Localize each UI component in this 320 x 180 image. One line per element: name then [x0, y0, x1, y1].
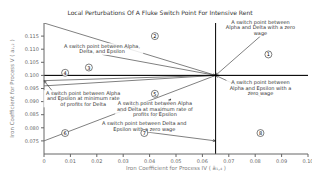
- svg-text:0.105: 0.105: [25, 59, 39, 65]
- svg-text:A switch point between Alpha,: A switch point between Alpha,: [64, 42, 140, 49]
- svg-text:A switch point between: A switch point between: [231, 18, 290, 25]
- svg-text:2: 2: [153, 33, 156, 39]
- svg-text:0.095: 0.095: [25, 85, 39, 91]
- svg-text:wage: wage: [254, 30, 267, 37]
- svg-text:6: 6: [64, 130, 67, 136]
- svg-text:and Delta at maximum rate of: and Delta at maximum rate of: [116, 105, 193, 112]
- svg-text:profits for Epsilon: profits for Epsilon: [133, 111, 177, 118]
- html-text:Local Perturbations Of A Fluke: Local Perturbations Of A Fluke Switch Po…: [67, 9, 253, 16]
- svg-text:Delta, and Epsilon: Delta, and Epsilon: [79, 48, 124, 55]
- svg-text:0.02: 0.02: [91, 158, 102, 164]
- svg-text:0.01: 0.01: [65, 158, 76, 164]
- svg-text:A switch point between Alpha: A switch point between Alpha: [117, 100, 193, 107]
- svg-text:7: 7: [143, 130, 146, 136]
- svg-text:Alpha and Epsilon with a: Alpha and Epsilon with a: [229, 84, 292, 91]
- svg-text:3: 3: [87, 65, 90, 71]
- svg-text:of profits for Delta: of profits for Delta: [60, 101, 106, 108]
- svg-text:Epsilon with a zero wage: Epsilon with a zero wage: [113, 125, 176, 132]
- svg-text:0.085: 0.085: [25, 111, 39, 117]
- svg-text:0.09: 0.09: [276, 158, 287, 164]
- svg-text:0.110: 0.110: [25, 46, 39, 52]
- svg-text:0.05: 0.05: [170, 158, 181, 164]
- svg-text:Alpha and Delta with a zero: Alpha and Delta with a zero: [225, 24, 296, 31]
- svg-text:0.04: 0.04: [144, 158, 155, 164]
- svg-text:A switch point between Alpha: A switch point between Alpha: [46, 89, 121, 96]
- svg-text:Iron Coefficient for Process I: Iron Coefficient for Process IV ( ã₁,₄ ): [126, 165, 226, 171]
- svg-text:8: 8: [259, 130, 262, 136]
- svg-text:0: 0: [42, 158, 45, 164]
- svg-text:A switch point between Delta a: A switch point between Delta and: [102, 120, 187, 126]
- svg-text:0.03: 0.03: [118, 158, 129, 164]
- svg-text:0.080: 0.080: [25, 125, 39, 131]
- svg-text:0.08: 0.08: [250, 158, 261, 164]
- svg-text:zero wage: zero wage: [248, 90, 274, 97]
- svg-text:and Epsilon at minimum rate: and Epsilon at minimum rate: [46, 95, 120, 102]
- svg-text:0.06: 0.06: [197, 158, 208, 164]
- svg-text:0.115: 0.115: [25, 33, 39, 39]
- svg-text:1: 1: [267, 51, 270, 57]
- svg-text:0.075: 0.075: [25, 138, 39, 144]
- svg-text:0.10: 0.10: [302, 158, 312, 164]
- svg-text:5: 5: [153, 91, 156, 97]
- svg-text:0.090: 0.090: [25, 98, 39, 104]
- svg-text:Iron Coefficient for Process V: Iron Coefficient for Process V ( a₂,₂ ): [9, 39, 15, 137]
- svg-text:A switch point between: A switch point between: [231, 79, 290, 86]
- svg-text:4: 4: [64, 70, 67, 76]
- svg-text:0.07: 0.07: [223, 158, 234, 164]
- svg-text:0.100: 0.100: [25, 72, 39, 78]
